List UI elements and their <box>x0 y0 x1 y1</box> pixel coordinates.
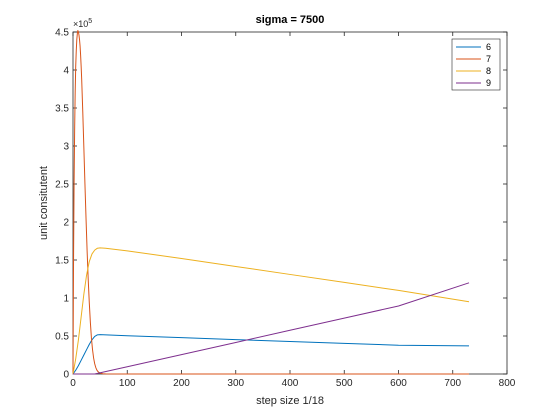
series-lines <box>72 29 470 375</box>
y-tick-label: 3.5 <box>55 104 69 115</box>
x-tick-label: 400 <box>282 378 299 389</box>
y-tick-label: 1.5 <box>55 256 69 267</box>
series-line-6 <box>72 334 470 375</box>
series-line-8 <box>72 247 470 375</box>
x-tick-label: 700 <box>444 378 461 389</box>
legend-label-9: 9 <box>486 78 491 88</box>
y-exponent-label: ×105 <box>73 18 92 29</box>
y-axis-label: unit consitutent <box>38 166 50 240</box>
legend-label-8: 8 <box>486 66 491 76</box>
x-axis-label: step size 1/18 <box>256 395 324 407</box>
chart-title: sigma = 7500 <box>256 14 325 26</box>
y-tick-label: 4 <box>63 66 69 77</box>
series-line-7 <box>72 29 470 375</box>
y-tick-label: 2 <box>63 218 69 229</box>
x-tick-label: 300 <box>227 378 244 389</box>
y-tick-label: 1 <box>63 294 69 305</box>
y-tick-label: 2.5 <box>55 180 69 191</box>
y-tick-label: 3 <box>63 142 69 153</box>
y-tick-label: 4.5 <box>55 28 69 39</box>
x-tick-label: 800 <box>499 378 516 389</box>
x-tick-label: 500 <box>336 378 353 389</box>
x-tick-label: 0 <box>70 378 76 389</box>
legend-label-7: 7 <box>486 54 491 64</box>
x-tick-label: 600 <box>390 378 407 389</box>
plot-area <box>72 31 508 375</box>
legend-label-6: 6 <box>486 42 491 52</box>
series-line-9 <box>73 282 470 375</box>
y-tick-label: 0.5 <box>55 332 69 343</box>
x-tick-label: 100 <box>119 378 136 389</box>
y-tick-label: 0 <box>63 370 69 381</box>
legend: 6 7 8 9 <box>451 38 501 91</box>
x-tick-label: 200 <box>173 378 190 389</box>
axis-ticks: 0 100 200 300 400 500 600 700 800 0 0.5 1 1.5 2 2.5 3 3.… <box>55 28 516 390</box>
